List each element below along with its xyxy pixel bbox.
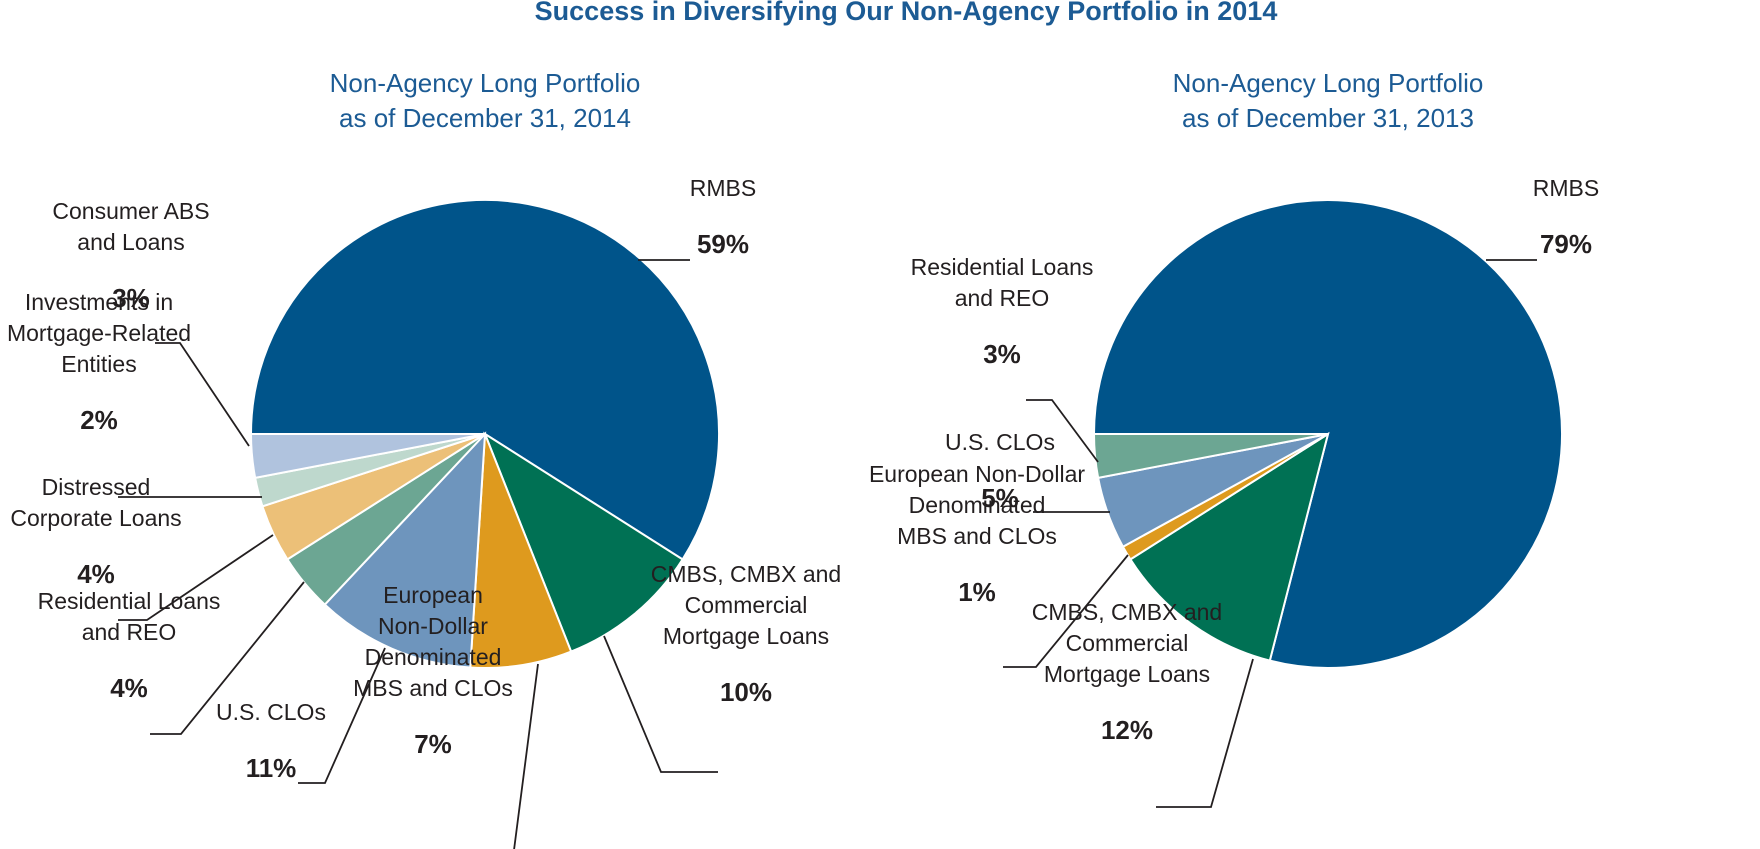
pie-slice-residential-loans-and-reo [1092,433,1329,480]
leader-line [298,647,386,784]
slice-label: Denominated [909,492,1046,518]
slice-label: European Non-Dollar [869,461,1085,487]
slice-label: and REO [955,285,1050,311]
leader-line [603,635,718,773]
slice-value-label: 11% [246,753,297,783]
slice-label: Consumer ABS [52,198,209,224]
pie-slice-european-non-dollar-denominated-mbs-and-clos [469,433,573,669]
pie-chart-2013: Non-Agency Long Portfolio as of December … [869,68,1599,808]
slice-label: Mortgage Loans [1044,661,1210,687]
slice-label: Entities [61,351,136,377]
slice-label: Mortgage Loans [663,623,829,649]
slice-label: Corporate Loans [10,505,181,531]
slice-label: U.S. CLOs [945,429,1055,455]
slice-label: Distressed [42,474,151,500]
slice-label: European [383,582,483,608]
slice-label: RMBS [1533,175,1599,201]
slice-value-label: 12% [1101,715,1153,745]
chart-title-line: as of December 31, 2014 [339,103,631,133]
slice-label: RMBS [690,175,756,201]
slice-label: Commercial [685,592,808,618]
slice-value-label: 79% [1540,229,1592,259]
slice-value-label: 4% [110,673,148,703]
chart-title-line: Non-Agency Long Portfolio [1173,68,1484,98]
chart-title-line: as of December 31, 2013 [1182,103,1474,133]
slice-label: Non-Dollar [378,613,488,639]
slice-value-label: 2% [80,405,118,435]
pie-slice-u-s-clos [323,431,487,669]
slice-label: Mortgage-Related [7,320,191,346]
leader-line [1156,658,1254,808]
slice-label: CMBS, CMBX and [651,561,841,587]
slice-label: Investments in [25,289,173,315]
slice-label: Denominated [365,644,502,670]
leader-line [1026,399,1099,463]
slice-label: Residential Loans [38,588,221,614]
slice-value-label: 7% [414,729,452,759]
pie-chart-2014: Non-Agency Long Portfolio as of December … [7,68,841,849]
leader-line [1003,554,1129,668]
slice-label: Residential Loans [911,254,1094,280]
leader-line [155,342,250,447]
pie-slice-rmbs [249,199,720,561]
slice-value-label: 1% [958,577,996,607]
slice-value-label: 4% [77,559,115,589]
slice-label: and Loans [77,229,184,255]
chart-title-line: Non-Agency Long Portfolio [330,68,641,98]
leader-line [513,663,539,849]
slice-label: and REO [82,619,177,645]
leader-line [118,534,274,621]
slice-value-label: 3% [112,283,150,313]
slice-value-label: 10% [720,677,772,707]
slice-value-label: 59% [697,229,749,259]
slice-label: U.S. CLOs [216,699,326,725]
leader-line [150,581,305,735]
pie-slice-consumer-abs-and-loans [249,433,486,480]
pie-slice-cmbs-cmbx-and-commercial-mortgage-loans [1129,431,1330,662]
slice-value-label: 5% [981,483,1019,513]
slice-label: Commercial [1066,630,1189,656]
slice-label: MBS and CLOs [353,675,513,701]
pie-slice-cmbs-cmbx-and-commercial-mortgage-loans [482,431,684,653]
main-title: Success in Diversifying Our Non-Agency P… [535,0,1278,26]
slice-label: MBS and CLOs [897,523,1057,549]
slice-value-label: 3% [983,339,1021,369]
slice-label: CMBS, CMBX and [1032,599,1222,625]
